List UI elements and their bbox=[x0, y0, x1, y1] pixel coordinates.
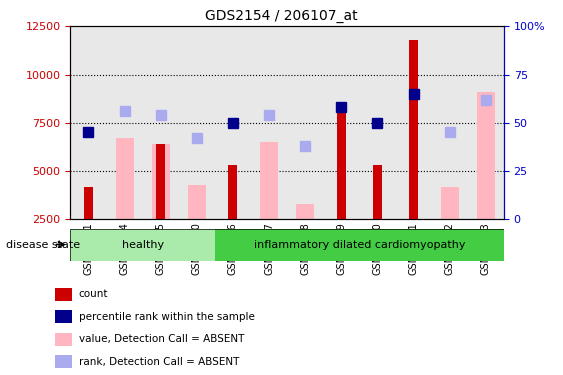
Bar bbox=[55, 356, 72, 368]
Bar bbox=[477, 92, 495, 219]
Bar bbox=[84, 186, 93, 219]
Bar bbox=[323, 26, 359, 219]
Bar bbox=[215, 26, 251, 219]
Bar bbox=[287, 26, 323, 219]
Bar bbox=[70, 26, 106, 219]
Bar bbox=[55, 310, 72, 323]
Text: rank, Detection Call = ABSENT: rank, Detection Call = ABSENT bbox=[79, 357, 239, 367]
Bar bbox=[106, 26, 142, 219]
Text: count: count bbox=[79, 290, 108, 299]
Bar bbox=[142, 26, 179, 219]
Bar bbox=[337, 109, 346, 219]
Bar bbox=[395, 26, 432, 219]
Bar bbox=[251, 26, 287, 219]
Bar bbox=[432, 26, 468, 219]
Bar bbox=[55, 288, 72, 301]
Text: disease state: disease state bbox=[6, 240, 80, 249]
Bar bbox=[151, 144, 169, 219]
Bar bbox=[468, 26, 504, 219]
Bar bbox=[359, 26, 395, 219]
Bar bbox=[260, 142, 278, 219]
Bar bbox=[55, 333, 72, 346]
Text: healthy: healthy bbox=[122, 240, 164, 250]
Bar bbox=[441, 186, 459, 219]
Bar bbox=[229, 165, 238, 219]
Text: percentile rank within the sample: percentile rank within the sample bbox=[79, 312, 254, 322]
Bar bbox=[179, 26, 215, 219]
Bar bbox=[70, 229, 215, 261]
Bar bbox=[373, 165, 382, 219]
Bar bbox=[156, 144, 165, 219]
Bar bbox=[296, 204, 314, 219]
Bar bbox=[409, 40, 418, 219]
Bar bbox=[215, 229, 504, 261]
Text: inflammatory dilated cardiomyopathy: inflammatory dilated cardiomyopathy bbox=[254, 240, 465, 250]
Bar bbox=[188, 184, 206, 219]
Text: value, Detection Call = ABSENT: value, Detection Call = ABSENT bbox=[79, 334, 244, 344]
Bar bbox=[115, 138, 133, 219]
Text: GDS2154 / 206107_at: GDS2154 / 206107_at bbox=[205, 9, 358, 23]
